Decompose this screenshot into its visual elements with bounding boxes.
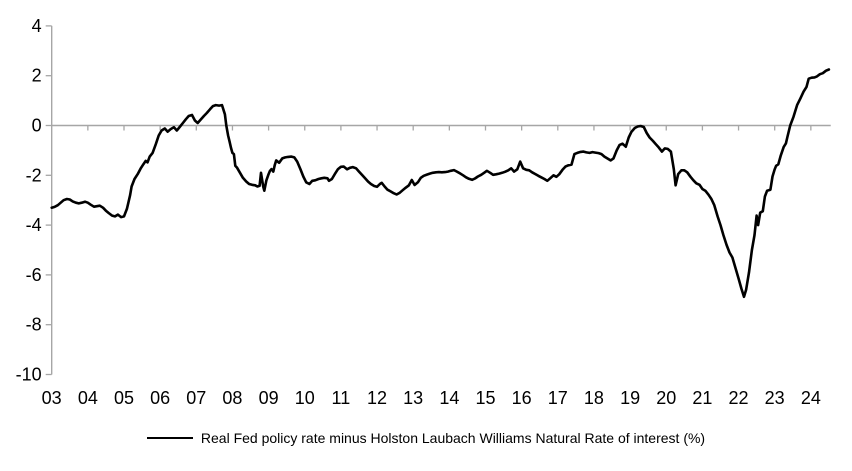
- x-tick-label: 10: [295, 388, 315, 408]
- y-tick-label: 4: [32, 16, 42, 36]
- y-tick-label: 2: [32, 66, 42, 86]
- y-tick-label: -6: [26, 265, 42, 285]
- x-tick-label: 13: [403, 388, 423, 408]
- y-tick-label: 0: [32, 116, 42, 136]
- x-tick-label: 14: [439, 388, 459, 408]
- x-tick-label: 18: [584, 388, 604, 408]
- x-tick-label: 09: [259, 388, 279, 408]
- y-tick-label: -4: [26, 215, 42, 235]
- y-tick-label: -8: [26, 315, 42, 335]
- x-tick-label: 24: [801, 388, 821, 408]
- x-tick-label: 20: [656, 388, 676, 408]
- legend-label: Real Fed policy rate minus Holston Lauba…: [200, 430, 706, 446]
- legend-line-sample-icon: [146, 437, 193, 439]
- x-tick-label: 07: [186, 388, 206, 408]
- x-tick-label: 16: [512, 388, 532, 408]
- x-tick-label: 15: [475, 388, 495, 408]
- series-line: [50, 68, 831, 299]
- x-tick-label: 11: [332, 388, 351, 408]
- x-tick-label: 04: [78, 388, 98, 408]
- chart-legend: Real Fed policy rate minus Holston Lauba…: [0, 430, 852, 446]
- x-tick-label: 21: [692, 388, 712, 408]
- x-tick-label: 23: [765, 388, 785, 408]
- x-tick-label: 12: [367, 388, 387, 408]
- x-tick-label: 17: [548, 388, 568, 408]
- y-tick-label: -10: [16, 365, 42, 385]
- x-tick-label: 19: [620, 388, 640, 408]
- x-tick-label: 08: [222, 388, 242, 408]
- x-tick-label: 22: [729, 388, 749, 408]
- x-tick-label: 05: [114, 388, 134, 408]
- x-tick-label: 06: [150, 388, 170, 408]
- x-tick-label: 03: [42, 388, 62, 408]
- y-tick-label: -2: [26, 165, 42, 185]
